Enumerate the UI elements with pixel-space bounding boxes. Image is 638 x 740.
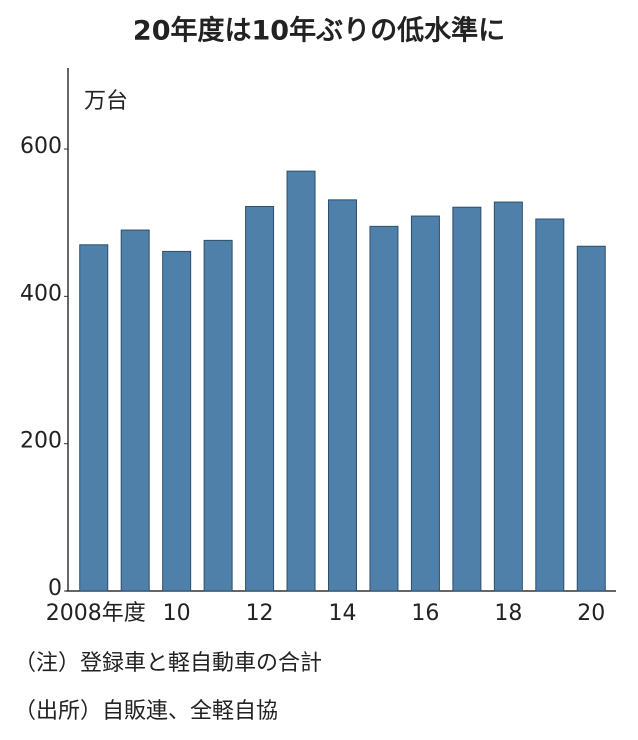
- source: （出所）自販連、全軽自協: [14, 699, 278, 724]
- bar: [203, 239, 233, 592]
- x-tick-label: 10: [163, 601, 191, 626]
- x-tick-label: 12: [246, 601, 274, 626]
- bar: [162, 250, 192, 592]
- chart-title: 20年度は10年ぶりの低水準に: [133, 15, 505, 47]
- y-tick-label: 0: [48, 576, 62, 601]
- bar: [369, 225, 399, 592]
- y-axis-label: 万台: [84, 89, 128, 114]
- bar: [576, 245, 606, 592]
- y-tick-label: 600: [20, 134, 62, 159]
- note: （注）登録車と軽自動車の合計: [14, 651, 322, 676]
- x-tick-label: 18: [494, 601, 522, 626]
- y-tick-label: 400: [20, 281, 62, 306]
- y-tick-label: 200: [20, 429, 62, 454]
- bar: [410, 215, 440, 592]
- bar: [286, 170, 316, 592]
- bar: [79, 244, 109, 592]
- bar: [535, 218, 565, 592]
- bar: [245, 205, 275, 592]
- x-tick-label: 14: [329, 601, 357, 626]
- x-tick-label: 16: [411, 601, 439, 626]
- x-tick-label: 20: [577, 601, 605, 626]
- bar: [328, 199, 357, 592]
- x-tick-label: 2008年度: [46, 601, 146, 626]
- bar: [452, 206, 482, 592]
- bar: [493, 201, 523, 592]
- bar: [120, 229, 150, 592]
